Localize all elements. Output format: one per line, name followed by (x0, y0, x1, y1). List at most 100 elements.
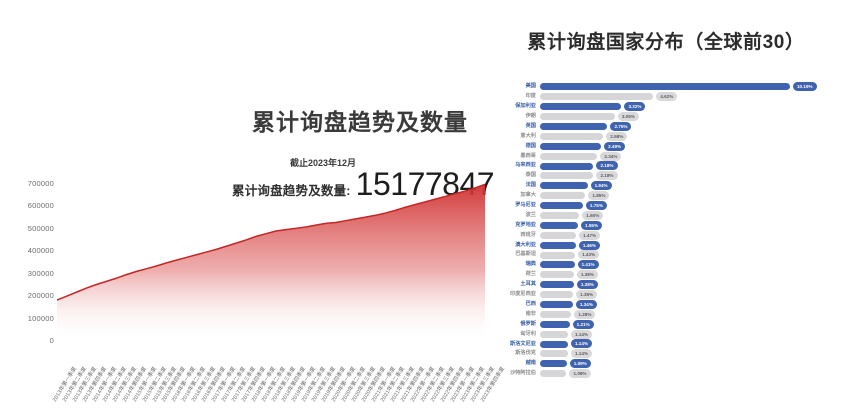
country-bar-track: 1.34% (540, 299, 852, 310)
country-bar-track: 1.75% (540, 200, 852, 211)
country-bar-value: 1.55% (581, 220, 603, 230)
y-axis-tick: 0 (49, 336, 54, 345)
country-bar-fill (540, 202, 583, 210)
country-bar-row[interactable]: 印度 4.62% (480, 92, 852, 102)
area-chart-plot (57, 183, 485, 340)
country-bar-track: 2.58% (540, 131, 852, 141)
country-bar-row[interactable]: 墨西哥 2.34% (480, 151, 852, 161)
country-bar-row[interactable]: 罗马尼亚 1.75% (480, 200, 852, 211)
country-bar-fill (540, 231, 577, 239)
country-bar-fill (540, 271, 574, 279)
country-bar-fill (540, 172, 594, 180)
country-bar-track: 1.14% (540, 329, 852, 339)
y-axis: 0 100000 200000 300000 400000 500000 600000 700… (0, 179, 54, 345)
country-bar-row[interactable]: 法国 1.94% (480, 181, 852, 191)
country-bar-track: 1.35% (540, 290, 852, 300)
country-bar-label: 印度 (525, 93, 536, 100)
country-bar-value: 2.34% (600, 151, 622, 161)
country-bar-label: 荷兰 (525, 271, 536, 278)
country-bar-fill (540, 152, 598, 160)
country-bar-track: 2.49% (540, 141, 852, 151)
country-bar-fill (540, 113, 615, 121)
country-bar-fill (540, 300, 573, 308)
country-bar-value: 2.49% (604, 141, 626, 151)
country-bar-label: 波兰 (525, 211, 536, 218)
country-bar-track: 3.05% (540, 111, 852, 122)
country-bar-row[interactable]: 英国 2.75% (480, 121, 852, 132)
country-bar-row[interactable]: 巴基斯坦 1.43% (480, 250, 852, 260)
country-bar-value: 1.14% (570, 329, 592, 339)
country-bar-row[interactable]: 保加利亚 3.32% (480, 102, 852, 112)
y-axis-tick: 400000 (27, 246, 54, 256)
country-distribution-panel: 累计询盘国家分布（全球前30） 美国 10.19% 印度 4.62% 保加利亚 3.32%… (480, 0, 852, 411)
country-bar-row[interactable]: 意大利 2.58% (480, 131, 852, 141)
country-bar-row[interactable]: 德国 2.49% (480, 141, 852, 151)
country-bar-row[interactable]: 马来西亚 2.18% (480, 161, 852, 171)
country-bar-fill (540, 192, 586, 200)
country-bar-row[interactable]: 澳大利亚 1.46% (480, 240, 852, 250)
country-bar-value: 1.75% (585, 200, 607, 210)
country-bar-row[interactable]: 瑞典 1.41% (480, 260, 852, 270)
country-bar-row[interactable]: 印度尼西亚 1.35% (480, 290, 852, 300)
country-bar-label: 俄罗斯 (520, 320, 536, 327)
country-bar-label: 斯洛伐克 (515, 350, 536, 357)
country-bar-value: 10.19% (793, 82, 817, 92)
country-bar-label: 西班牙 (520, 231, 536, 238)
country-bar-label: 法国 (525, 182, 536, 189)
country-bar-row[interactable]: 斯洛文尼亚 1.14% (480, 339, 852, 349)
country-bar-label: 泰国 (525, 172, 536, 179)
country-bar-label: 罗马尼亚 (515, 202, 536, 209)
country-bar-row[interactable]: 泰国 2.18% (480, 171, 852, 181)
country-bar-row[interactable]: 斯洛伐克 1.14% (480, 349, 852, 359)
y-axis-tick: 300000 (27, 268, 54, 278)
country-bar-fill (540, 320, 570, 328)
country-bar-track: 2.75% (540, 121, 852, 132)
country-bar-list: 美国 10.19% 印度 4.62% 保加利亚 3.32% 伊朗 3.05% 英国 2.75% 意大… (480, 82, 852, 379)
country-bar-row[interactable]: 南非 1.28% (480, 309, 852, 319)
country-bar-value: 4.62% (656, 92, 678, 102)
country-bar-row[interactable]: 伊朗 3.05% (480, 111, 852, 122)
country-bar-label: 斯洛文尼亚 (510, 340, 536, 347)
country-bar-fill (540, 211, 580, 219)
country-bar-label: 马来西亚 (515, 162, 536, 169)
country-bar-fill (540, 241, 576, 249)
area-fill (57, 184, 485, 340)
country-bar-track: 1.28% (540, 309, 852, 319)
country-bar-row[interactable]: 波兰 1.60% (480, 210, 852, 221)
country-bar-label: 匈牙利 (520, 330, 536, 337)
country-bar-track: 1.47% (540, 230, 852, 240)
country-bar-value: 1.09% (569, 359, 591, 369)
country-bar-row[interactable]: 巴西 1.34% (480, 299, 852, 310)
country-bar-track: 1.60% (540, 210, 852, 221)
country-bar-fill (540, 350, 568, 358)
country-bar-fill (540, 221, 579, 229)
country-bar-value: 1.21% (572, 319, 594, 329)
country-bar-row[interactable]: 西班牙 1.47% (480, 230, 852, 240)
country-bar-row[interactable]: 匈牙利 1.14% (480, 329, 852, 339)
area-line (57, 183, 485, 301)
country-bar-track: 1.55% (540, 220, 852, 230)
kpi-caption: 截止2023年12月 (290, 158, 357, 168)
y-axis-tick: 100000 (27, 313, 54, 323)
country-bar-row[interactable]: 美国 10.19% (480, 82, 852, 92)
country-bar-track: 1.08% (540, 369, 852, 379)
country-bar-row[interactable]: 土耳其 1.38% (480, 280, 852, 290)
country-bar-row[interactable]: 沙特阿拉伯 1.08% (480, 369, 852, 379)
country-bar-row[interactable]: 荷兰 1.38% (480, 270, 852, 280)
country-bar-row[interactable]: 克罗地亚 1.55% (480, 220, 852, 230)
country-bar-fill (540, 182, 588, 190)
country-chart-title: 累计询盘国家分布（全球前30） (527, 32, 805, 53)
country-bar-row[interactable]: 加拿大 1.85% (480, 191, 852, 201)
country-bar-label: 巴基斯坦 (515, 251, 536, 258)
country-bar-label: 墨西哥 (520, 152, 536, 159)
country-bar-row[interactable]: 俄罗斯 1.21% (480, 319, 852, 329)
country-bar-track: 1.38% (540, 280, 852, 290)
country-bar-track: 2.34% (540, 151, 852, 161)
country-bar-row[interactable]: 越南 1.09% (480, 359, 852, 369)
country-bar-track: 4.62% (540, 92, 852, 102)
country-bar-value: 1.14% (570, 349, 592, 359)
country-bar-label: 保加利亚 (515, 103, 536, 110)
country-bar-value: 1.38% (576, 280, 598, 290)
country-bar-fill (540, 330, 568, 338)
country-bar-label: 印度尼西亚 (510, 291, 536, 298)
